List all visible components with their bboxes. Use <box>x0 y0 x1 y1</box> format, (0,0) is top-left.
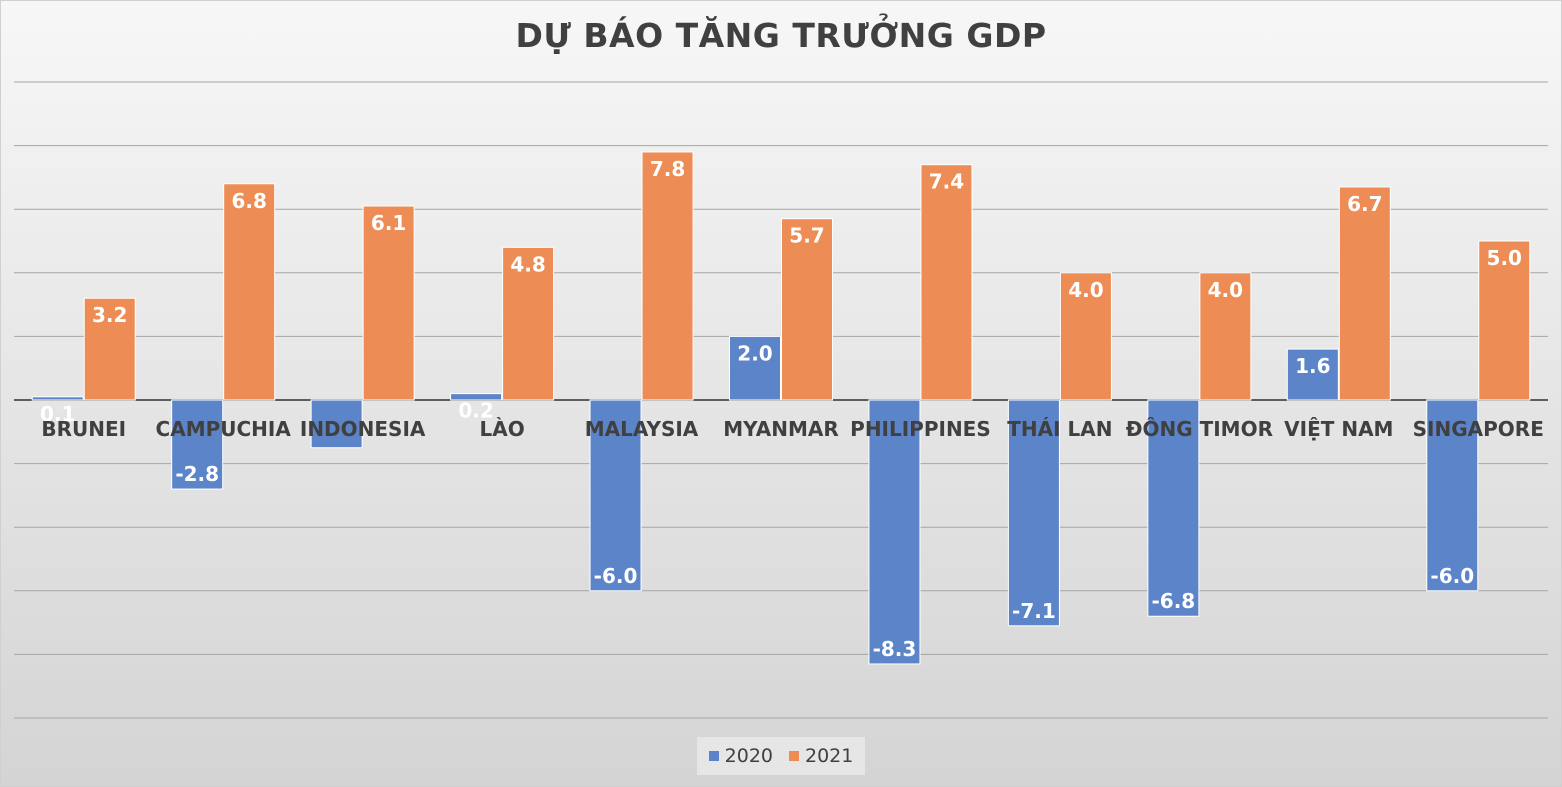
bar-2020-9 <box>1286 348 1339 401</box>
legend-label-2021: 2021 <box>805 745 854 767</box>
data-label-2021-8: 4.0 <box>1208 278 1243 302</box>
category-label-1: CAMPUCHIA <box>156 417 292 441</box>
legend-label-2020: 2020 <box>724 745 773 767</box>
bar-2021-6 <box>920 164 973 401</box>
data-label-2021-0: 3.2 <box>92 303 127 327</box>
bar-2021-8 <box>1199 272 1252 401</box>
bar-2021-2 <box>362 205 415 401</box>
bar-2021-3 <box>502 246 555 401</box>
chart-title: DỰ BÁO TĂNG TRƯỞNG GDP <box>515 16 1047 55</box>
data-label-2020-4: -6.0 <box>594 564 638 588</box>
data-label-2020-0: 0.1 <box>40 402 75 426</box>
category-label-9: VIỆT NAM <box>1284 417 1393 441</box>
legend-item-2020: 2020 <box>708 745 773 767</box>
category-label-0: BRUNEI <box>41 417 126 441</box>
category-label-8: ĐÔNG TIMOR <box>1126 417 1273 441</box>
bar-2020-8 <box>1147 399 1200 617</box>
category-label-10: SINGAPORE <box>1413 417 1544 441</box>
data-label-2021-7: 4.0 <box>1068 278 1103 302</box>
data-label-2021-9: 6.7 <box>1347 192 1382 216</box>
data-label-2020-10: -6.0 <box>1430 564 1474 588</box>
legend: 2020 2021 <box>697 737 865 775</box>
bar-2020-3 <box>450 393 503 401</box>
bar-2021-4 <box>641 151 694 401</box>
bar-2020-7 <box>1007 399 1060 627</box>
category-label-7: THÁI LAN <box>1007 417 1112 441</box>
bar-2021-5 <box>781 218 833 401</box>
data-label-2020-6: -8.3 <box>873 637 917 661</box>
bar-2021-7 <box>1059 272 1112 401</box>
category-label-2: INDONESIA <box>300 417 426 441</box>
category-label-6: PHILIPPINES <box>850 417 991 441</box>
bar-2020-6 <box>868 399 921 665</box>
data-label-2020-1: -2.8 <box>175 462 219 486</box>
bar-2021-0 <box>83 297 136 401</box>
data-label-2020-3: 0.2 <box>458 399 493 423</box>
data-label-2020-7: -7.1 <box>1012 599 1056 623</box>
data-label-2020-5: 2.0 <box>737 341 772 365</box>
data-label-2021-3: 4.8 <box>510 252 545 276</box>
data-label-2021-1: 6.8 <box>231 189 266 213</box>
bar-2020-2 <box>310 399 363 449</box>
bar-2020-5 <box>729 335 781 401</box>
data-label-2021-10: 5.0 <box>1487 246 1522 270</box>
category-label-3: LÀO <box>479 417 524 441</box>
bar-2020-4 <box>589 399 642 592</box>
bar-2020-10 <box>1426 399 1479 592</box>
data-label-2021-2: 6.1 <box>371 211 406 235</box>
legend-swatch-2021 <box>789 751 799 761</box>
bar-2021-1 <box>223 183 276 401</box>
bar-2020-0 <box>31 396 84 401</box>
data-label-2021-4: 7.8 <box>650 157 685 181</box>
bar-2020-1 <box>171 399 224 490</box>
category-label-5: MYANMAR <box>723 417 838 441</box>
legend-item-2021: 2021 <box>789 745 853 767</box>
data-label-2021-5: 5.7 <box>789 224 824 248</box>
category-label-4: MALAYSIA <box>585 417 699 441</box>
data-label-2020-8: -6.8 <box>1151 589 1195 613</box>
data-label-2021-6: 7.4 <box>929 170 964 194</box>
data-label-2020-9: 1.6 <box>1295 354 1330 378</box>
bar-2021-9 <box>1338 186 1391 401</box>
legend-swatch-2020 <box>708 751 719 761</box>
bar-2021-10 <box>1478 240 1531 401</box>
